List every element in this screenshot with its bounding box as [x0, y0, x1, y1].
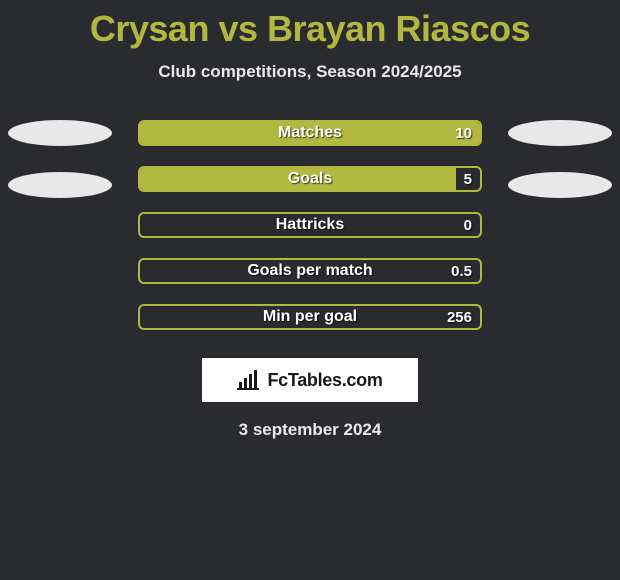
brand-badge[interactable]: FcTables.com — [202, 358, 418, 402]
player-marker — [8, 172, 112, 198]
snapshot-date: 3 september 2024 — [0, 420, 620, 440]
left-markers — [8, 120, 112, 198]
player-marker — [508, 120, 612, 146]
page-subtitle: Club competitions, Season 2024/2025 — [0, 62, 620, 82]
brand-text: FcTables.com — [267, 370, 382, 391]
stat-bar-matches: Matches 10 — [138, 120, 482, 146]
stat-bar-goals: Goals 5 — [138, 166, 482, 192]
stat-bar-label: Hattricks — [140, 214, 480, 236]
stat-bar-fill — [140, 122, 480, 144]
stat-bar-value: 10 — [455, 122, 472, 144]
stat-bar-value: 5 — [464, 168, 472, 190]
stat-bar-hattricks: Hattricks 0 — [138, 212, 482, 238]
stat-bar-label: Min per goal — [140, 306, 480, 328]
stat-bar-value: 0.5 — [451, 260, 472, 282]
comparison-chart: Matches 10 Goals 5 Hattricks 0 Goals per… — [0, 120, 620, 330]
stat-bar-label: Goals per match — [140, 260, 480, 282]
stat-bars: Matches 10 Goals 5 Hattricks 0 Goals per… — [138, 120, 482, 330]
stat-bar-fill — [140, 168, 456, 190]
player-marker — [8, 120, 112, 146]
stat-bar-min-per-goal: Min per goal 256 — [138, 304, 482, 330]
bar-chart-icon — [237, 370, 261, 390]
stat-bar-goals-per-match: Goals per match 0.5 — [138, 258, 482, 284]
page-title: Crysan vs Brayan Riascos — [0, 0, 620, 50]
right-markers — [508, 120, 612, 198]
stat-bar-value: 0 — [464, 214, 472, 236]
stat-bar-value: 256 — [447, 306, 472, 328]
player-marker — [508, 172, 612, 198]
